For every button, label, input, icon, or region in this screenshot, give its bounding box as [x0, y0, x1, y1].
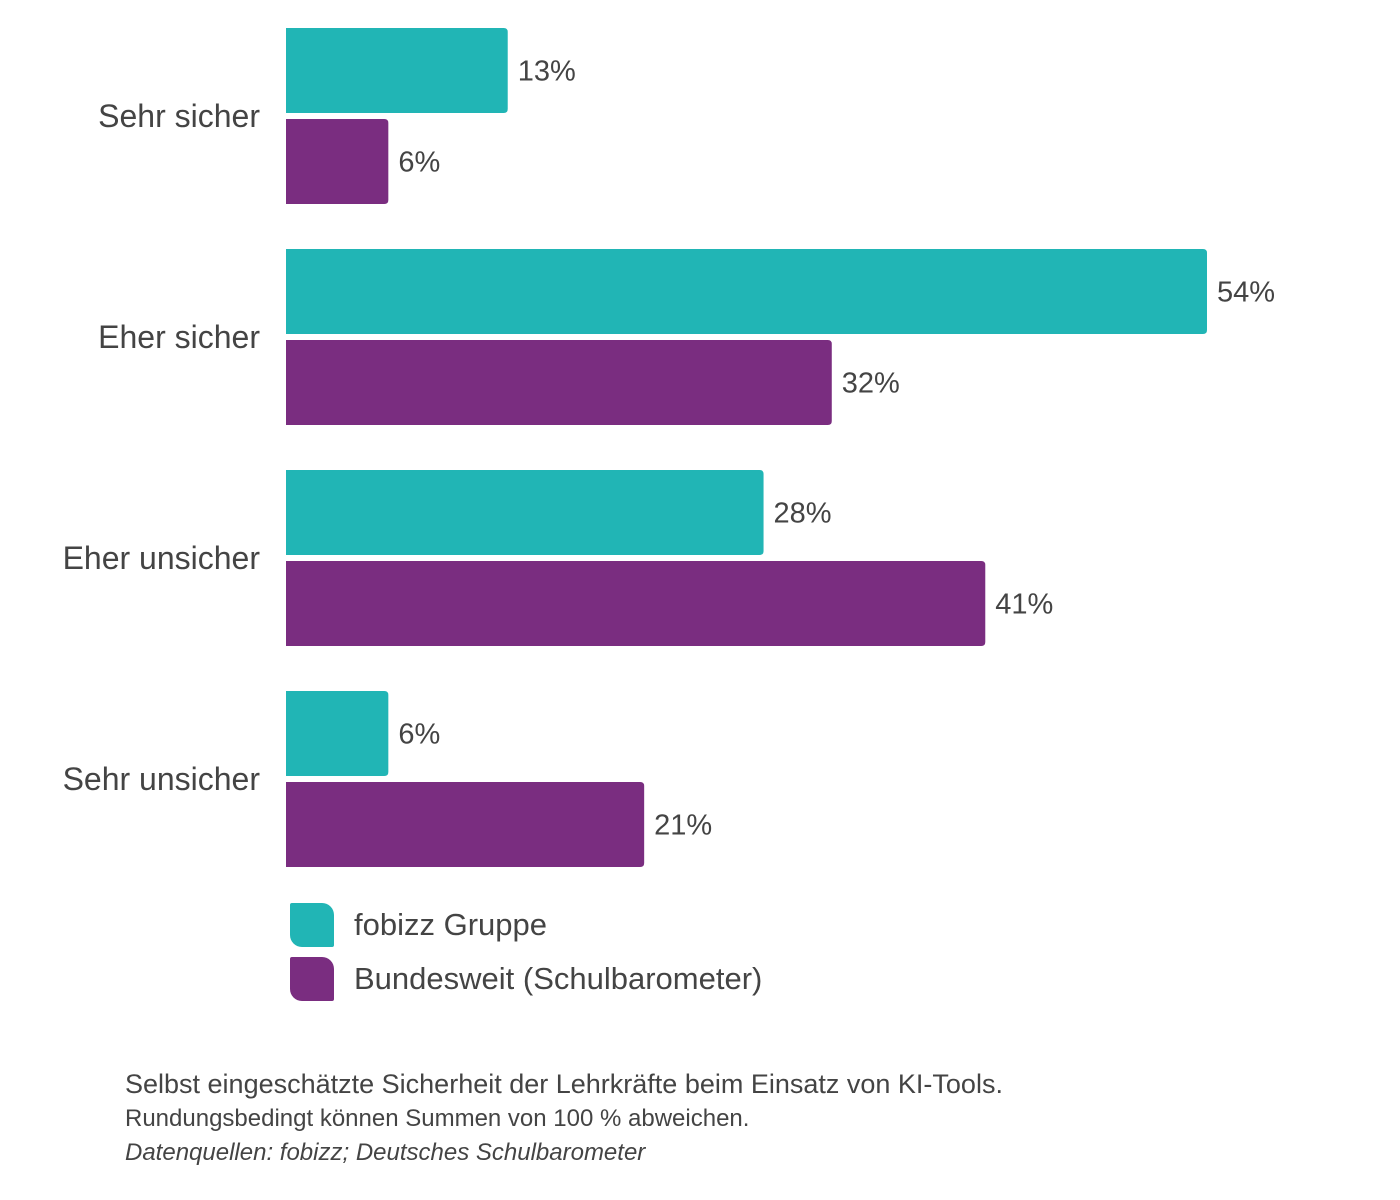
bar-chart: Sehr sicher 13% 6% Eher sicher 54% 32% Eher un…: [63, 28, 1275, 867]
bar-bundesweit-schulbarometer-eher-unsicher: [286, 561, 986, 646]
bar-fobizz-gruppe-eher-unsicher: [286, 470, 764, 555]
value-label-fobizz-gruppe-sehr-sicher: 13%: [518, 56, 576, 88]
chart-caption: Selbst eingeschätzte Sicherheit der Lehr…: [125, 1066, 1003, 1170]
legend-swatch-bundesweit: [290, 957, 334, 1001]
category-label-sehr-unsicher: Sehr unsicher: [63, 761, 261, 797]
category-label-sehr-sicher: Sehr sicher: [98, 98, 260, 134]
category-label-eher-unsicher: Eher unsicher: [63, 540, 261, 576]
legend-label-bundesweit: Bundesweit (Schulbarometer): [354, 961, 763, 996]
value-label-fobizz-gruppe-eher-sicher: 54%: [1217, 277, 1275, 309]
legend-swatch-fobizz: [290, 903, 334, 947]
legend-item-fobizz: fobizz Gruppe: [290, 898, 762, 952]
legend: fobizz Gruppe Bundesweit (Schulbarometer…: [290, 898, 762, 1006]
caption-description: Selbst eingeschätzte Sicherheit der Lehr…: [125, 1069, 1003, 1099]
value-label-fobizz-gruppe-eher-unsicher: 28%: [774, 498, 832, 530]
value-label-bundesweit-schulbarometer-eher-unsicher: 41%: [995, 589, 1053, 621]
caption-sources: Datenquellen: fobizz; Deutsches Schulbar…: [125, 1139, 646, 1166]
bar-fobizz-gruppe-sehr-sicher: [286, 28, 508, 113]
category-label-eher-sicher: Eher sicher: [98, 319, 260, 355]
bar-bundesweit-schulbarometer-sehr-sicher: [286, 119, 389, 204]
bar-fobizz-gruppe-sehr-unsicher: [286, 691, 389, 776]
value-label-bundesweit-schulbarometer-eher-sicher: 32%: [842, 368, 900, 400]
bar-bundesweit-schulbarometer-sehr-unsicher: [286, 782, 645, 867]
value-label-fobizz-gruppe-sehr-unsicher: 6%: [398, 719, 440, 751]
legend-item-bundesweit: Bundesweit (Schulbarometer): [290, 952, 762, 1006]
caption-rounding-note: Rundungsbedingt können Summen von 100 % …: [125, 1105, 750, 1132]
bar-fobizz-gruppe-eher-sicher: [286, 249, 1207, 334]
bar-bundesweit-schulbarometer-eher-sicher: [286, 340, 832, 425]
legend-label-fobizz: fobizz Gruppe: [354, 907, 547, 942]
value-label-bundesweit-schulbarometer-sehr-sicher: 6%: [398, 147, 440, 179]
value-label-bundesweit-schulbarometer-sehr-unsicher: 21%: [654, 810, 712, 842]
